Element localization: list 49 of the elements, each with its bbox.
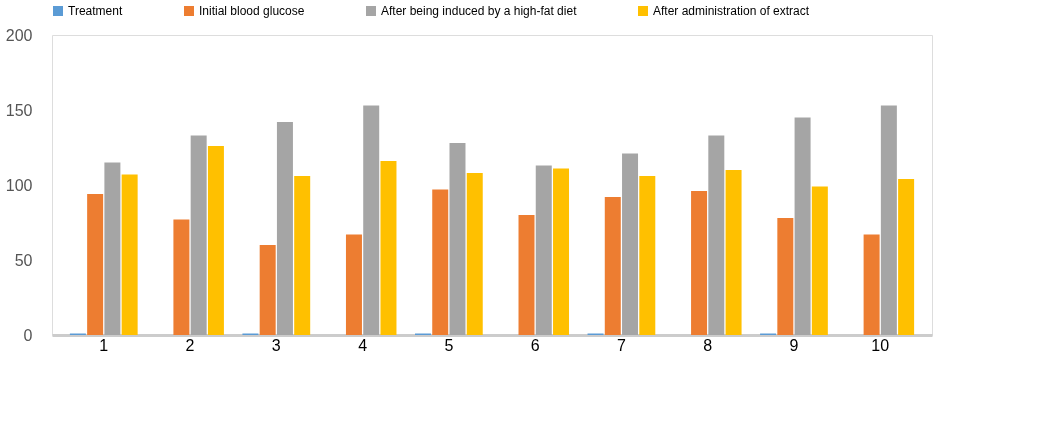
x-tick-label: 6 — [530, 336, 540, 354]
x-tick-label: 5 — [444, 336, 454, 354]
bar — [553, 168, 570, 335]
x-tick-label: 1 — [99, 336, 109, 354]
bar — [708, 135, 725, 335]
bar — [794, 117, 811, 335]
bar — [294, 176, 311, 335]
bar — [380, 161, 397, 335]
bar — [190, 135, 207, 335]
y-tick-label: 200 — [5, 26, 33, 44]
bar — [777, 218, 794, 335]
bar — [518, 215, 535, 335]
bar — [207, 146, 224, 335]
x-tick-label: 4 — [358, 336, 368, 354]
bar — [432, 189, 449, 335]
bar — [449, 143, 466, 335]
bar — [811, 186, 828, 335]
legend-label: Initial blood glucose — [199, 4, 305, 18]
y-tick-label: 150 — [5, 101, 33, 119]
bar — [622, 153, 639, 335]
bar — [363, 105, 380, 335]
x-tick-label: 9 — [789, 336, 799, 354]
x-tick-label: 3 — [271, 336, 281, 354]
bar — [639, 176, 656, 335]
bar — [121, 174, 138, 335]
legend-label: After being induced by a high-fat diet — [381, 4, 578, 18]
legend-label: Treatment — [68, 4, 123, 18]
bar — [345, 234, 362, 335]
bar — [104, 162, 121, 335]
x-tick-label: 10 — [871, 336, 890, 354]
legend-label: After administration of extract — [653, 4, 810, 18]
bar — [535, 165, 552, 335]
bar — [691, 191, 708, 335]
bar — [863, 234, 880, 335]
bar — [725, 170, 742, 335]
x-tick-label: 2 — [185, 336, 195, 354]
y-tick-label: 100 — [5, 176, 33, 194]
bar — [604, 197, 621, 335]
bar — [880, 105, 897, 335]
bar — [276, 122, 293, 335]
bar — [898, 179, 915, 335]
bar — [173, 219, 190, 335]
x-tick-label: 8 — [703, 336, 713, 354]
x-tick-label: 7 — [616, 336, 626, 354]
bar — [466, 173, 483, 335]
bar — [87, 194, 104, 335]
y-tick-label: 0 — [23, 326, 33, 344]
y-tick-label: 50 — [14, 251, 33, 269]
bar — [259, 245, 276, 335]
